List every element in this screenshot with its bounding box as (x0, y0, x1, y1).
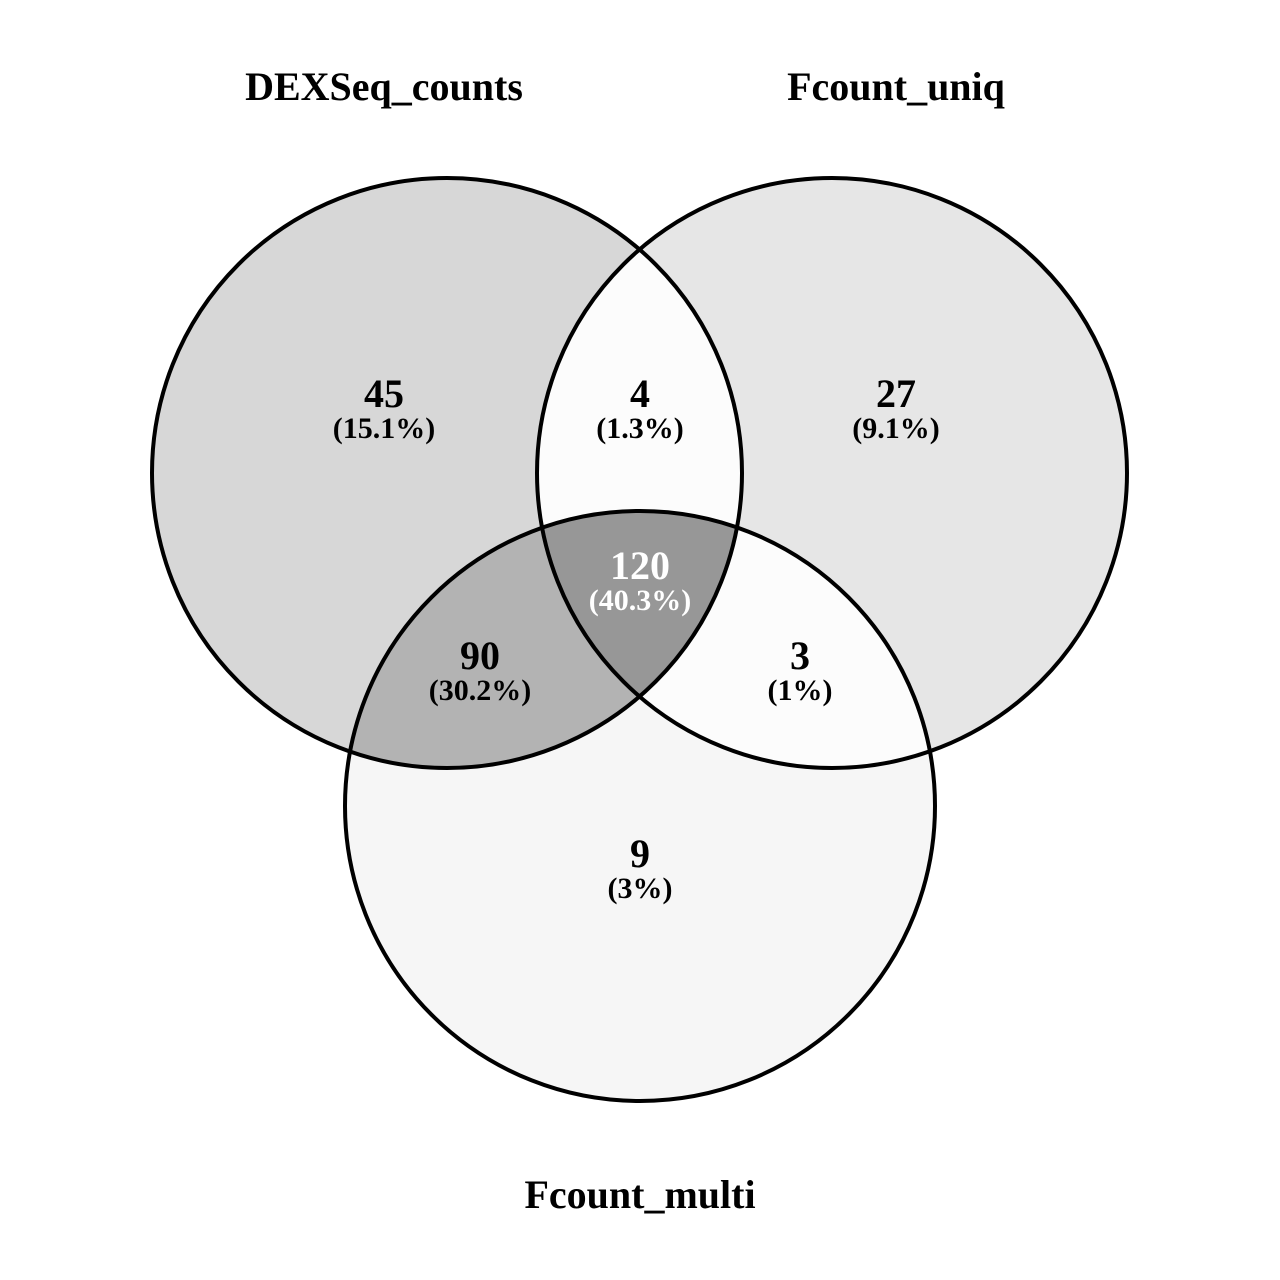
set-label-fcount-uniq: Fcount_uniq (787, 64, 1005, 109)
region-dexseq-only-count: 45 (364, 371, 404, 416)
region-dexseq-only-pct: (15.1%) (333, 412, 435, 445)
circle-fcount-uniq-outline (535, 176, 1129, 770)
region-fcount-uniq-only-count: 27 (876, 371, 916, 416)
region-fcount-multi-only-pct: (3%) (608, 872, 673, 905)
set-label-fcount-multi: Fcount_multi (524, 1172, 755, 1217)
region-fcount-multi-only-count: 9 (630, 831, 650, 876)
region-fcount-uniq-fcount-multi-count: 3 (790, 633, 810, 678)
region-fcount-uniq-fcount-multi-fill (537, 511, 935, 768)
region-fcount-uniq-only-pct: (9.1%) (852, 412, 939, 445)
region-dexseq-fcount-uniq-pct: (1.3%) (596, 412, 683, 445)
region-all-three-pct: (40.3%) (589, 584, 691, 617)
region-fcount-uniq-fcount-multi-pct: (1%) (768, 674, 833, 707)
set-label-dexseq-counts: DEXSeq_counts (245, 64, 523, 109)
circle-dexseq-counts-outline (150, 176, 744, 770)
region-dexseq-fcount-multi-pct: (30.2%) (429, 674, 531, 707)
region-dexseq-fcount-multi-fill (345, 511, 742, 768)
region-dexseq-fcount-multi-count: 90 (460, 633, 500, 678)
region-all-three-count: 120 (610, 543, 670, 588)
region-dexseq-fcount-uniq-count: 4 (630, 371, 650, 416)
circle-fcount-multi-outline (343, 509, 937, 1103)
